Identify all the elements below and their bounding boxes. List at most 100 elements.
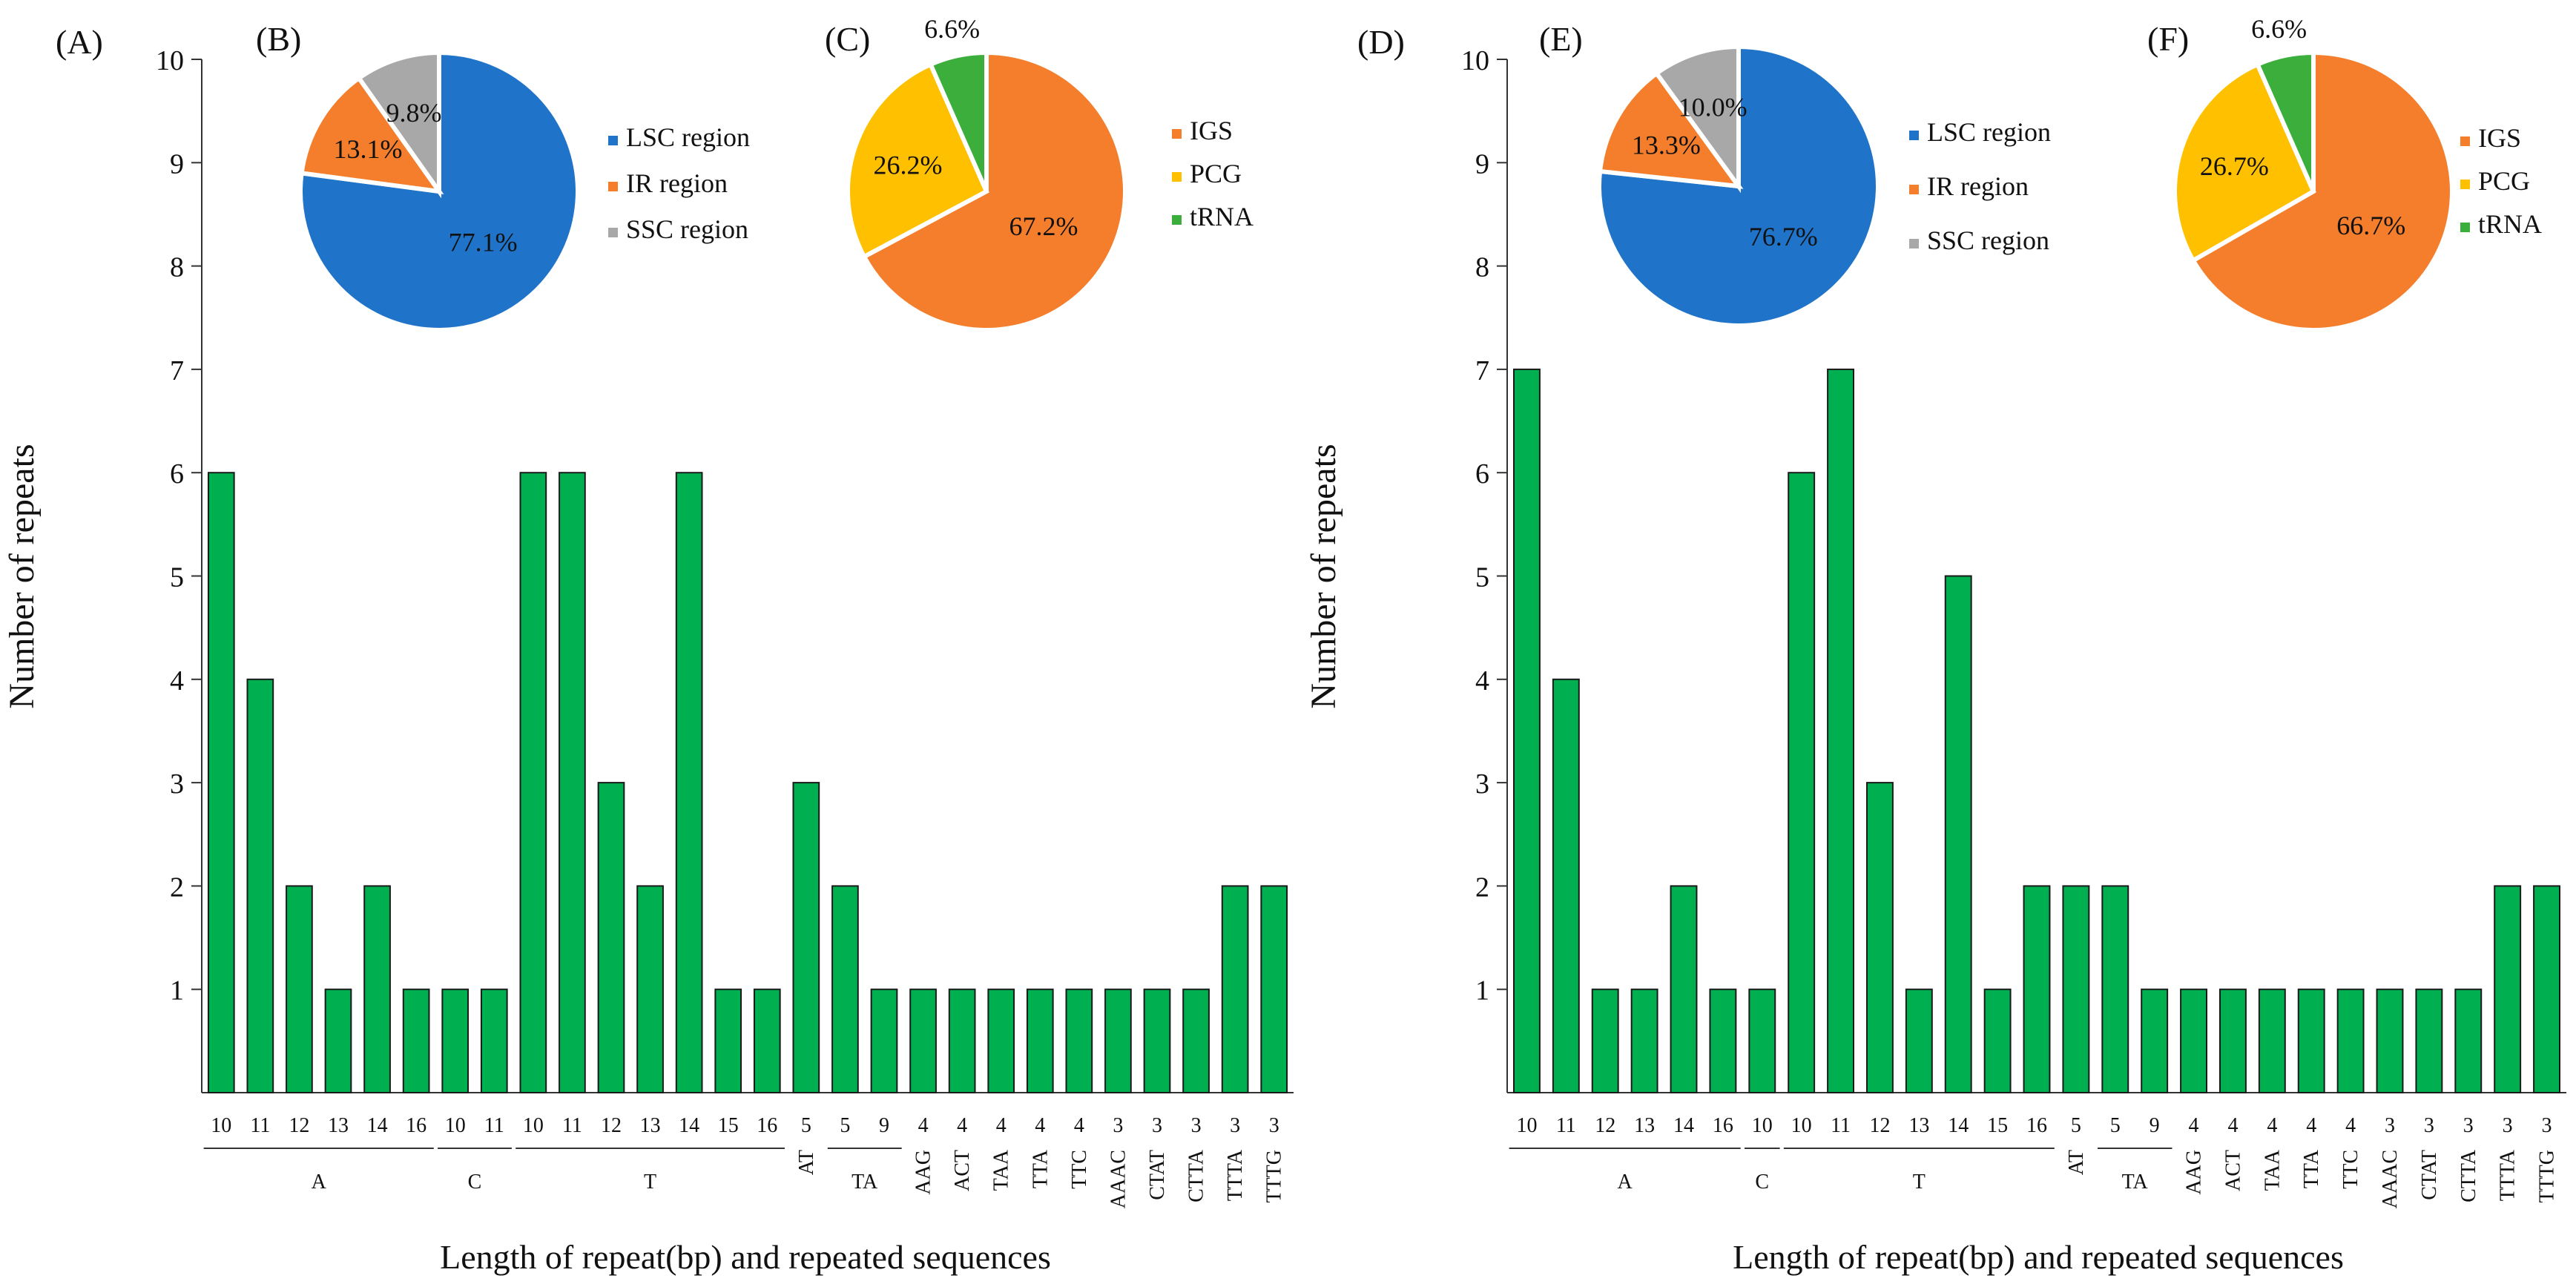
bar-a-14	[753, 988, 781, 1093]
pie-slice-c-0	[860, 50, 1127, 332]
group-label: TTA	[1029, 1149, 1052, 1188]
bar-d-5	[1709, 988, 1737, 1093]
x-tick-label: 16	[2026, 1114, 2047, 1137]
bar-a-13	[714, 988, 742, 1093]
y-tick-label: 2	[170, 872, 184, 903]
legend-swatch	[608, 136, 618, 145]
x-tick-label: 11	[1556, 1114, 1576, 1137]
y-axis-title: Number of repeats	[2, 444, 42, 708]
legend-swatch	[608, 182, 618, 191]
x-tick-label: 4	[2189, 1114, 2199, 1137]
y-tick-label: 1	[170, 975, 184, 1007]
group-label: TTA	[2300, 1149, 2323, 1188]
pie-chart-f: (F) 66.7% IGS 26.7% PCG 6.6% tRNA	[2147, 14, 2542, 332]
pie-slice-f-0	[2190, 50, 2454, 332]
bar-d-0	[1512, 368, 1541, 1093]
x-tick-label: 10	[523, 1114, 544, 1137]
x-tick-label: 3	[2542, 1114, 2552, 1137]
bar-d-9	[1865, 782, 1894, 1093]
bar-a-26	[1221, 885, 1249, 1094]
pie-value-label: 26.7%	[2200, 151, 2269, 181]
y-tick-label: 10	[156, 45, 184, 76]
y-tick-label: 7	[1475, 355, 1489, 386]
bar-d-1	[1552, 678, 1580, 1093]
y-tick-label: 7	[170, 355, 184, 386]
x-tick-label: 3	[2463, 1114, 2474, 1137]
legend-swatch	[608, 228, 618, 237]
x-tick-label: 14	[367, 1114, 388, 1137]
group-label: TTTG	[2536, 1150, 2559, 1203]
group-label: ACT	[2221, 1150, 2244, 1191]
panel-label: (D)	[1357, 23, 1405, 61]
bar-d-2	[1591, 988, 1619, 1093]
y-tick-label: 9	[1475, 148, 1489, 180]
bar-d-15	[2101, 885, 2129, 1094]
x-tick-label: 10	[1516, 1114, 1537, 1137]
x-tick-label: 3	[2385, 1114, 2395, 1137]
bar-d-20	[2297, 988, 2325, 1093]
x-axis-title: Length of repeat(bp) and repeated sequen…	[440, 1238, 1051, 1276]
group-label: AT	[2065, 1150, 2088, 1175]
group-label: TA	[2122, 1171, 2149, 1194]
y-tick-label: 6	[1475, 458, 1489, 490]
legend-label: IGS	[2478, 123, 2521, 153]
x-tick-label: 4	[2267, 1114, 2277, 1137]
group-label: CTTA	[1185, 1149, 1208, 1202]
legend-swatch	[2460, 180, 2470, 189]
group-label: CTAT	[1146, 1150, 1169, 1200]
group-label: T	[1913, 1171, 1926, 1194]
y-tick-label: 3	[1475, 768, 1489, 800]
legend-swatch	[1909, 185, 1919, 194]
group-label: AAAC	[1107, 1150, 1130, 1208]
bar-a-15	[792, 782, 820, 1093]
x-tick-label: 5	[2071, 1114, 2081, 1137]
x-tick-label: 11	[562, 1114, 582, 1137]
bar-d-23	[2415, 988, 2443, 1093]
bar-a-2	[286, 885, 313, 1094]
bar-d-24	[2454, 988, 2483, 1093]
group-label: AAG	[912, 1150, 935, 1195]
x-tick-label: 4	[957, 1114, 967, 1137]
x-tick-label: 4	[1035, 1114, 1045, 1137]
pie-value-label: 13.1%	[333, 134, 402, 164]
group-label: AT	[795, 1150, 818, 1175]
bar-d-4	[1670, 885, 1698, 1094]
group-label: TTTG	[1263, 1150, 1286, 1203]
panel-label: (F)	[2147, 20, 2189, 58]
bar-a-20	[987, 988, 1015, 1093]
legend-label: tRNA	[1190, 202, 1254, 231]
x-tick-label: 4	[2345, 1114, 2356, 1137]
x-tick-label: 3	[1269, 1114, 1279, 1137]
pie-value-label: 67.2%	[1009, 211, 1078, 241]
bar-a-18	[909, 988, 937, 1093]
pie-value-label: 6.6%	[924, 14, 980, 44]
legend-swatch	[1909, 131, 1919, 140]
bar-a-24	[1143, 988, 1171, 1093]
group-label: AAAC	[2379, 1150, 2402, 1208]
x-tick-label: 4	[1074, 1114, 1084, 1137]
x-tick-label: 13	[1634, 1114, 1655, 1137]
group-label: TTTA	[2497, 1149, 2520, 1201]
x-tick-label: 4	[2306, 1114, 2316, 1137]
legend-label: IR region	[626, 168, 728, 198]
bar-d-3	[1630, 988, 1658, 1093]
x-tick-label: 16	[757, 1114, 777, 1137]
x-tick-label: 5	[840, 1114, 850, 1137]
bar-a-1	[246, 678, 274, 1093]
group-label: TAA	[2261, 1149, 2284, 1191]
group-label: CTTA	[2457, 1149, 2480, 1202]
panel-label: (A)	[56, 23, 103, 61]
pie-slice-c-2	[927, 50, 989, 193]
bar-d-6	[1748, 988, 1776, 1093]
legend-label: IGS	[1190, 116, 1233, 145]
x-tick-label: 16	[406, 1114, 426, 1137]
bar-a-25	[1182, 988, 1210, 1093]
bar-d-22	[2376, 988, 2404, 1093]
group-label: TA	[851, 1171, 878, 1194]
bar-a-3	[324, 988, 352, 1093]
bar-d-12	[1983, 988, 2012, 1093]
bar-a-7	[480, 988, 508, 1093]
